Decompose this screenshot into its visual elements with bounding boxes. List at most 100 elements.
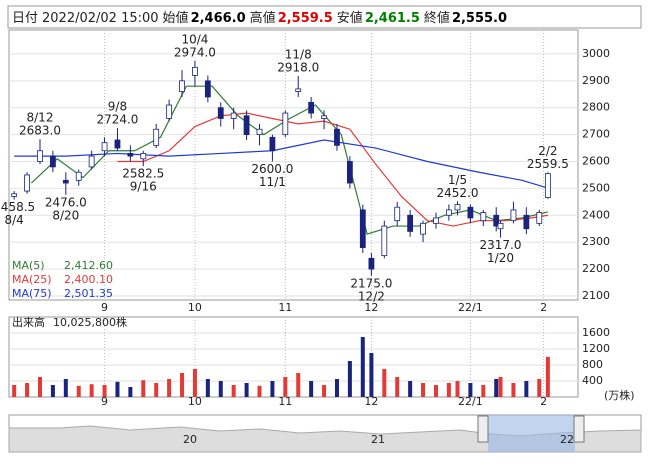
candle-body bbox=[256, 128, 263, 136]
volume-bar bbox=[12, 385, 17, 397]
candle-body bbox=[88, 155, 95, 168]
candle-body bbox=[433, 217, 439, 224]
candle-body bbox=[445, 209, 452, 216]
volume-bar bbox=[283, 377, 288, 397]
volume-bar bbox=[205, 379, 210, 397]
header-frame bbox=[7, 5, 642, 29]
candle-body bbox=[407, 214, 414, 232]
candle-body bbox=[127, 153, 134, 157]
header-label: 高値 bbox=[250, 10, 276, 26]
volume-bar bbox=[309, 381, 314, 397]
y-tick-label: 2500 bbox=[582, 181, 610, 194]
x-tick-label: 12 bbox=[364, 301, 378, 314]
annotation: 2559.5 bbox=[527, 157, 569, 171]
legend-name: MA(75) bbox=[12, 287, 52, 300]
header-label: 終値 bbox=[424, 10, 450, 26]
annotation: 2974.0 bbox=[174, 45, 216, 59]
candle-body bbox=[24, 174, 30, 192]
annotation: 2582.5 bbox=[122, 167, 164, 181]
volume-bar bbox=[382, 369, 387, 397]
navigator-area bbox=[8, 425, 642, 453]
volume-bar bbox=[481, 385, 486, 397]
legend-name: MA(5) bbox=[12, 259, 45, 272]
volume-bar bbox=[102, 385, 107, 397]
candle-body bbox=[37, 150, 43, 162]
candle-body bbox=[166, 104, 173, 119]
volume-bar bbox=[395, 377, 400, 397]
annotation: 9/16 bbox=[130, 180, 157, 194]
header: 日付 2022/02/02 15:00 始値 2,466.0 高値 2,559.5 安値 2,… bbox=[12, 10, 507, 26]
annotation: 8/20 bbox=[52, 208, 79, 222]
volume-bar bbox=[524, 381, 529, 397]
annotation: 11/8 bbox=[285, 47, 312, 61]
candle-body bbox=[394, 206, 401, 222]
navigator-handle-right[interactable] bbox=[573, 415, 585, 443]
annotation: 2452.0 bbox=[436, 186, 478, 200]
candle-body bbox=[204, 80, 211, 98]
volume-bar bbox=[154, 383, 159, 397]
volume-title-text: 出来高 bbox=[12, 315, 45, 329]
candle-body bbox=[153, 128, 160, 146]
volume-bar bbox=[296, 373, 301, 397]
annotation: 2458.5 bbox=[0, 200, 35, 214]
volume-bar bbox=[545, 356, 550, 397]
legend-value: 2,400.10 bbox=[64, 273, 113, 286]
candle-body bbox=[230, 112, 237, 119]
annotation: 2600.0 bbox=[251, 162, 293, 176]
candle-body bbox=[493, 214, 500, 227]
annotation: 1/20 bbox=[487, 251, 514, 265]
y-tick-label: 1600 bbox=[582, 326, 610, 339]
annotation: 11/1 bbox=[259, 175, 286, 189]
x-tick-label: 12 bbox=[364, 395, 378, 408]
annotation: 2317.0 bbox=[480, 238, 522, 252]
header-label: 始値 bbox=[163, 10, 189, 26]
header-value: 2,555.0 bbox=[452, 11, 507, 26]
candle-body bbox=[50, 155, 56, 168]
legend-name: MA(25) bbox=[12, 273, 52, 286]
candle-body bbox=[544, 173, 551, 198]
candle-body bbox=[295, 88, 302, 92]
y-tick-label: 2900 bbox=[582, 74, 610, 87]
annotation: 10/4 bbox=[181, 32, 208, 46]
volume-unit: (万株) bbox=[604, 388, 635, 402]
volume-bar bbox=[408, 381, 413, 397]
candle-body bbox=[269, 136, 276, 152]
volume-bar bbox=[369, 353, 374, 397]
navigator-range[interactable] bbox=[488, 415, 575, 452]
header-value: 2,461.5 bbox=[365, 11, 420, 26]
candle-body bbox=[11, 193, 18, 197]
volume-bar bbox=[257, 385, 262, 397]
volume-bar bbox=[360, 337, 365, 397]
volume-bar bbox=[76, 385, 81, 397]
volume-bar bbox=[347, 361, 352, 397]
annotation: 2/2 bbox=[538, 144, 557, 158]
annotation: 2683.0 bbox=[19, 124, 61, 138]
x-tick-label: 9 bbox=[101, 395, 108, 408]
header-label: 日付 bbox=[12, 11, 38, 26]
x-tick-label: 10 bbox=[188, 395, 202, 408]
navigator-handle-left[interactable] bbox=[477, 415, 489, 443]
y-tick-label: 400 bbox=[582, 374, 603, 387]
volume-bar bbox=[141, 380, 146, 397]
volume-bar bbox=[421, 383, 426, 397]
legend-value: 2,412.60 bbox=[64, 259, 113, 272]
x-tick-label: 22/1 bbox=[458, 301, 483, 314]
volume-bar bbox=[433, 385, 438, 397]
ma-line bbox=[117, 112, 548, 227]
y-tick-label: 2700 bbox=[582, 128, 610, 141]
volume-bar bbox=[270, 381, 275, 397]
x-tick-label: 2 bbox=[540, 395, 547, 408]
candle-body bbox=[510, 209, 517, 222]
candle-body bbox=[101, 142, 108, 152]
candle-body bbox=[321, 115, 327, 119]
header-value: 2,559.5 bbox=[278, 11, 333, 26]
volume-bar bbox=[89, 384, 94, 397]
price-frame bbox=[8, 29, 579, 301]
volume-bar bbox=[37, 377, 42, 397]
volume-last: 10,025,800株 bbox=[53, 315, 127, 329]
navigator-label: 21 bbox=[371, 433, 385, 446]
candle-body bbox=[536, 212, 543, 224]
candle-body bbox=[243, 115, 250, 136]
y-tick-label: 2300 bbox=[582, 235, 610, 248]
